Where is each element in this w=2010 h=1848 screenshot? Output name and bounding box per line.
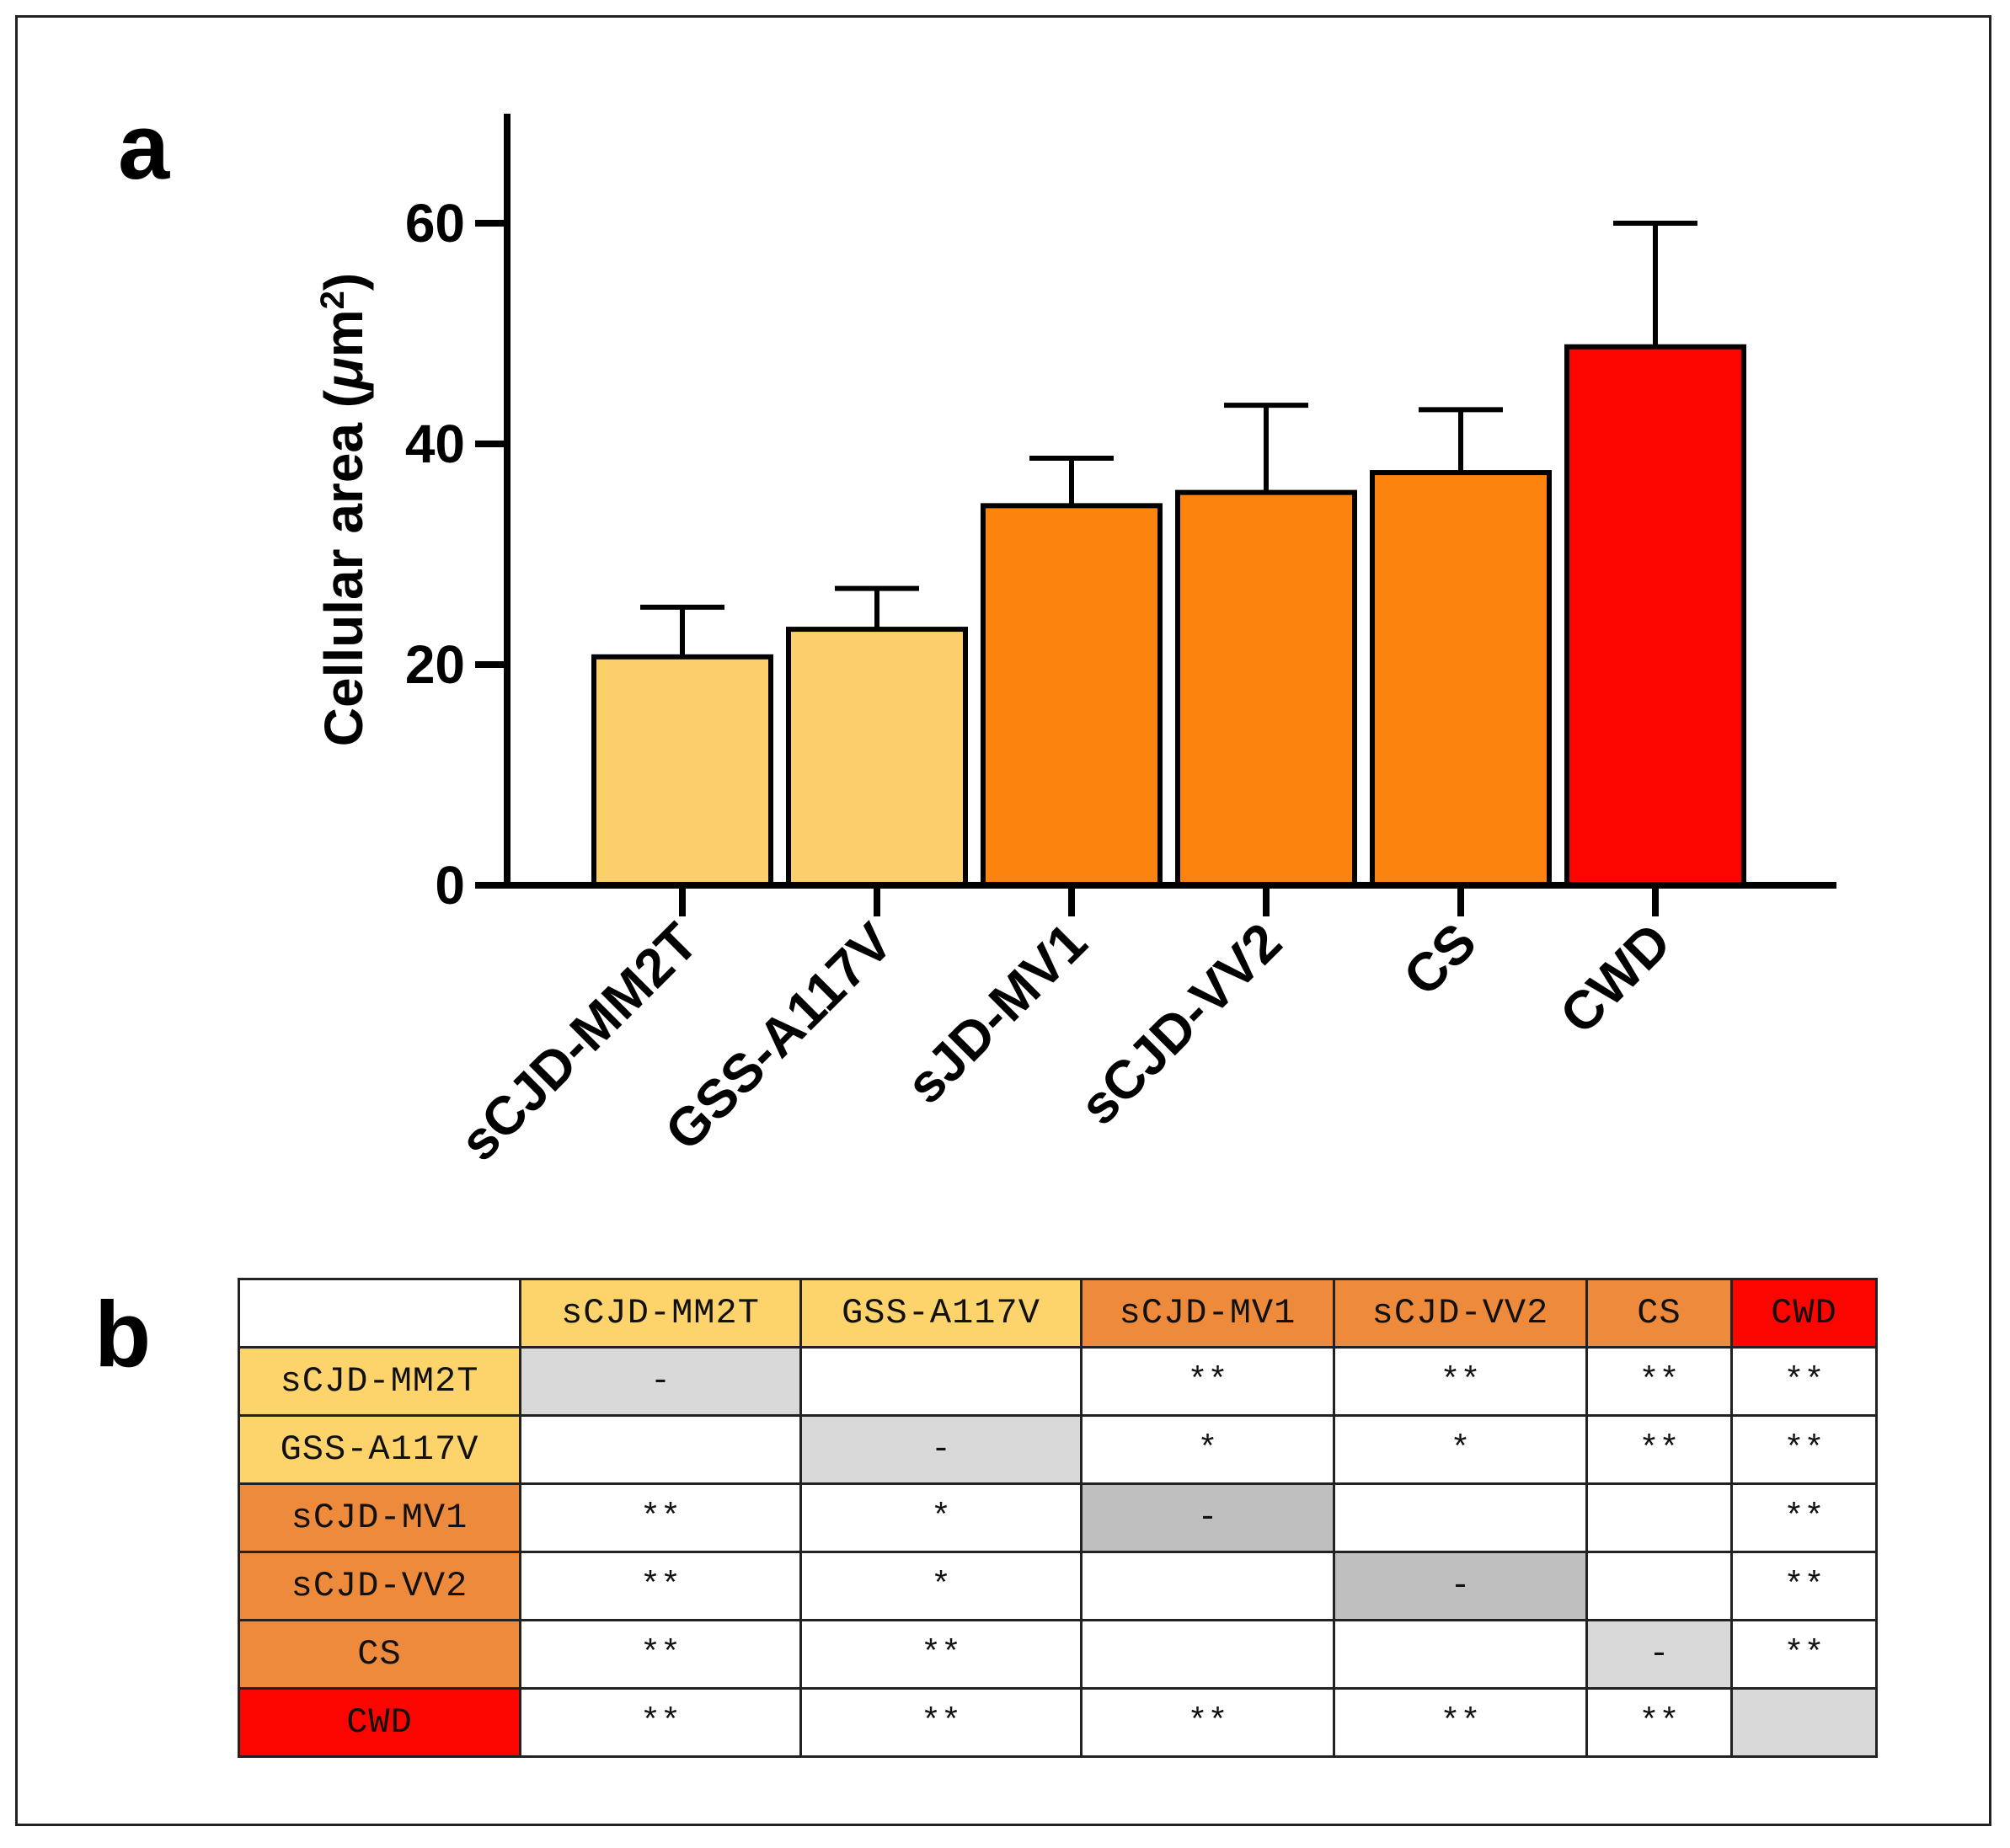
table-row: GSS-A117V - * * ** ** (238, 1414, 1878, 1485)
y-axis-label-unit: m (313, 309, 374, 357)
table-cell: ** (1585, 1687, 1733, 1758)
table-cell: ** (519, 1687, 802, 1758)
table-cell (1333, 1482, 1588, 1553)
table-cell: * (1080, 1414, 1335, 1485)
table-cell: ** (1333, 1346, 1588, 1417)
bar-chart: Cellular area (μm2) sCJD-MM2TGSS-A117VsJ… (313, 114, 1836, 1172)
y-axis-label-mu: μ (313, 357, 374, 392)
bar (1564, 344, 1746, 889)
table-cell: - (1080, 1482, 1335, 1553)
table-row: sCJD-VV2 ** * - ** (238, 1551, 1878, 1621)
y-axis-label-sup: 2 (314, 291, 351, 309)
table-column-header: CS (1585, 1278, 1733, 1349)
table-cell: ** (1730, 1619, 1878, 1690)
table-cell: ** (519, 1482, 802, 1553)
significance-table: sCJD-MM2T GSS-A117V sCJD-MV1 sCJD-VV2 CS CWD s… (238, 1278, 1878, 1758)
x-tick-label: CS (1392, 911, 1488, 1007)
table-row: CWD ** ** ** ** ** (238, 1687, 1878, 1758)
x-tick-label: sJD-MV1 (895, 911, 1099, 1115)
bar (981, 503, 1163, 888)
table-row: CS ** ** - ** (238, 1619, 1878, 1690)
table-column-header: sCJD-MM2T (519, 1278, 802, 1349)
x-tick-label: sCJD-VV2 (1068, 911, 1293, 1136)
table-cell: ** (1730, 1346, 1878, 1417)
table-cell: ** (519, 1619, 802, 1690)
table-cell: - (519, 1346, 802, 1417)
bar (591, 654, 773, 889)
table-column-header: GSS-A117V (799, 1278, 1083, 1349)
table-cell: ** (1585, 1414, 1733, 1485)
bar (1175, 489, 1357, 888)
table-cell: ** (1080, 1346, 1335, 1417)
table-corner-cell (238, 1278, 521, 1349)
svg-text:Cellular area (μm2): Cellular area (μm2) (313, 273, 374, 746)
table-cell: ** (1333, 1687, 1588, 1758)
table-cell: * (799, 1482, 1083, 1553)
table-row: sCJD-MM2T - ** ** ** ** (238, 1346, 1878, 1417)
table-cell (1730, 1687, 1878, 1758)
table-row-header: GSS-A117V (238, 1414, 521, 1485)
table-cell: ** (1730, 1414, 1878, 1485)
table-cell (1585, 1482, 1733, 1553)
bar (786, 627, 968, 889)
y-axis-label-main: Cellular area ( (313, 389, 374, 746)
y-tick-label: 40 (405, 414, 465, 474)
table-row: sCJD-MV1 ** * - ** (238, 1482, 1878, 1553)
table-row-header: sCJD-MM2T (238, 1346, 521, 1417)
bar (1370, 470, 1552, 888)
panel-label-a: a (118, 95, 170, 199)
y-axis-label-close: ) (313, 273, 374, 291)
table-cell: ** (1585, 1346, 1733, 1417)
table-cell: * (1333, 1414, 1588, 1485)
table-row-header: CWD (238, 1687, 521, 1758)
table-cell: ** (519, 1551, 802, 1621)
table-cell (519, 1414, 802, 1485)
x-tick-label: CWD (1548, 911, 1682, 1045)
y-axis-label: Cellular area (μm2) (313, 273, 374, 746)
table-row-header: CS (238, 1619, 521, 1690)
table-header-row: sCJD-MM2T GSS-A117V sCJD-MV1 sCJD-VV2 CS CWD (238, 1278, 1878, 1349)
table-cell: * (799, 1551, 1083, 1621)
table-column-header: sCJD-VV2 (1333, 1278, 1588, 1349)
table-cell: - (1585, 1619, 1733, 1690)
table-row-header: sCJD-MV1 (238, 1482, 521, 1553)
table-cell: ** (1080, 1687, 1335, 1758)
table-cell (1333, 1619, 1588, 1690)
table-row-header: sCJD-VV2 (238, 1551, 521, 1621)
panel-label-b: b (94, 1283, 152, 1386)
table-cell (1080, 1551, 1335, 1621)
y-tick-label: 0 (435, 855, 465, 916)
table-cell: ** (1730, 1551, 1878, 1621)
y-tick-label: 20 (405, 634, 465, 695)
table-cell (1585, 1551, 1733, 1621)
table-cell: ** (1730, 1482, 1878, 1553)
table-cell: ** (799, 1619, 1083, 1690)
table-cell: - (1333, 1551, 1588, 1621)
table-column-header: CWD (1730, 1278, 1878, 1349)
table-column-header: sCJD-MV1 (1080, 1278, 1335, 1349)
y-tick-label: 60 (405, 193, 465, 254)
table-cell: ** (799, 1687, 1083, 1758)
table-cell (1080, 1619, 1335, 1690)
table-cell (799, 1346, 1083, 1417)
table-cell: - (799, 1414, 1083, 1485)
